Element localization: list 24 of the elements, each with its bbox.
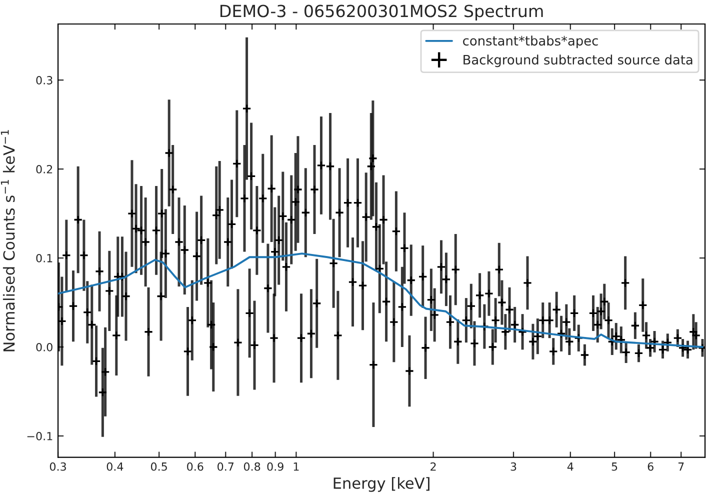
- y-tick-label: −0.1: [27, 432, 52, 440]
- x-tick-label: 3: [510, 462, 516, 471]
- x-tick-label: 4: [567, 462, 574, 471]
- x-tick-label: 7: [678, 462, 684, 471]
- y-axis-title: Normalised Counts s$^{−1}$ keV$^{−1}$: [0, 130, 15, 352]
- x-tick-label: 0.4: [106, 462, 124, 471]
- y-tick-label: 0.2: [36, 165, 52, 174]
- x-tick-label: 0.9: [267, 462, 284, 471]
- x-tick-label: 0.5: [150, 462, 167, 471]
- y-tick-label: 0.3: [36, 76, 52, 84]
- x-tick-label: 1: [294, 462, 299, 471]
- x-tick-label: 5: [612, 462, 618, 471]
- x-tick-label: 0.7: [218, 462, 234, 471]
- x-tick-label: 6: [648, 462, 654, 471]
- legend-label: constant*tbabs*apec: [463, 36, 598, 48]
- y-tick-label: 0.0: [36, 342, 52, 352]
- x-tick-label: 2: [430, 462, 436, 471]
- x-tick-label: 0.8: [244, 462, 260, 471]
- legend-label: Background subtracted source data: [464, 54, 692, 68]
- x-tick-label: 0.6: [187, 462, 204, 471]
- chart-title: DEMO-3 - 0656200301MOS2 Spectrum: [220, 4, 543, 21]
- x-axis-title: Energy [keV]: [334, 477, 430, 492]
- y-tick-label: 0.1: [36, 254, 52, 262]
- x-tick-label: 0.3: [50, 462, 66, 471]
